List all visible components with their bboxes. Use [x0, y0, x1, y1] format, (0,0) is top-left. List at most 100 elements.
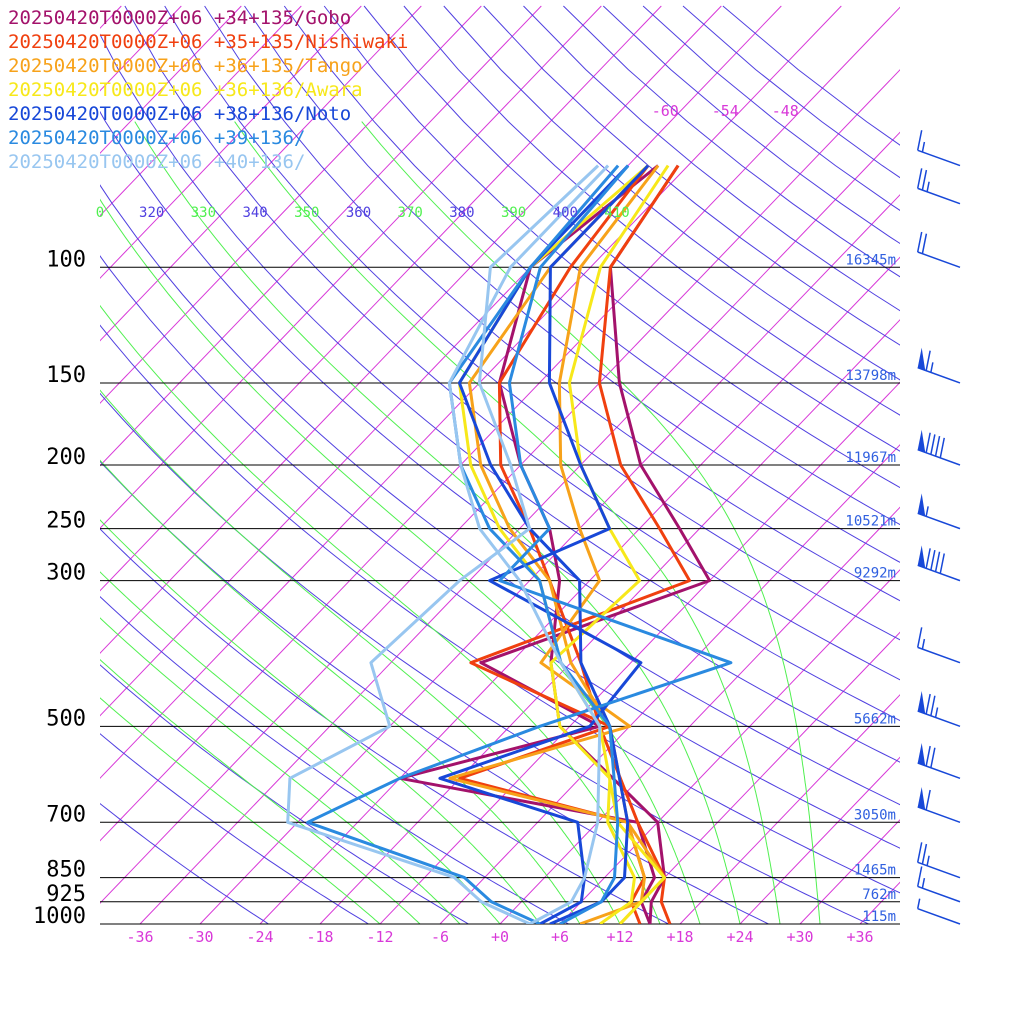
- wind-barb-full: [939, 553, 945, 574]
- wind-barb-full: [930, 549, 936, 571]
- pressure-label: 925: [46, 882, 86, 907]
- moist-adiabat-line: [100, 697, 381, 924]
- wind-barb-half: [934, 707, 939, 718]
- isotherm-line: [980, 6, 1024, 924]
- pressure-label: 850: [46, 858, 86, 883]
- isotherm-line: [100, 5, 422, 342]
- moist-adiabat-line: [100, 198, 701, 924]
- wind-barb-flag: [917, 786, 926, 810]
- height-label: 10521m: [845, 514, 896, 530]
- wind-barb-full: [921, 843, 928, 865]
- dewpoint-line: [398, 164, 712, 924]
- x-tick-label: -24: [246, 928, 273, 946]
- wind-barb: [916, 898, 961, 925]
- x-tick-label: -6: [431, 928, 449, 946]
- dry-adiabat-line: [403, 5, 900, 416]
- wind-barb-full: [939, 437, 945, 458]
- isotherm-line: [499, 506, 900, 924]
- moist-adiabat-line: [361, 121, 821, 924]
- wind-barb-full: [921, 233, 928, 254]
- upper-tick-label: -48: [772, 102, 799, 120]
- wind-barb-flag: [917, 347, 926, 371]
- wind-barb-staff: [917, 646, 961, 664]
- x-tick-label: +0: [491, 928, 509, 946]
- height-label: 115m: [862, 909, 896, 925]
- isobar-lines: [100, 266, 900, 925]
- theta-label: 400: [553, 205, 578, 221]
- wind-barb-full: [916, 168, 923, 189]
- isotherm-line: [100, 5, 362, 279]
- wind-barb: [917, 691, 961, 728]
- wind-barb-flag: [917, 691, 926, 714]
- legend-entry: 20250420T0000Z+06 +34+135/Gobo: [8, 7, 351, 29]
- theta-label: 320: [139, 205, 164, 221]
- dry-adiabat-line: [244, 5, 900, 563]
- x-tick-label: -12: [366, 928, 393, 946]
- theta-label: 390: [501, 205, 526, 221]
- dry-adiabat-line: [100, 184, 900, 806]
- height-label: 5662m: [854, 711, 896, 727]
- height-label: 762m: [862, 887, 896, 903]
- wind-barb: [916, 231, 961, 269]
- wind-barb: [917, 429, 961, 466]
- theta-label: 340: [242, 205, 267, 221]
- pressure-label: 100: [46, 247, 86, 272]
- dewpoint-line: [549, 164, 670, 924]
- isotherm-line: [739, 756, 900, 924]
- pressure-label: 1000: [33, 904, 86, 929]
- wind-barb-half: [925, 506, 929, 517]
- isotherm-line: [679, 694, 900, 924]
- wind-barb-staff: [917, 564, 961, 582]
- height-label: 9292m: [854, 566, 896, 582]
- sounding-profiles: [286, 164, 733, 924]
- isotherm-line: [0, 6, 1, 924]
- wind-barb-flag: [917, 545, 926, 569]
- isotherm-line: [920, 6, 1024, 924]
- x-tick-label: +12: [606, 928, 633, 946]
- dry-adiabat-line: [100, 664, 470, 924]
- theta-label: 370: [398, 205, 423, 221]
- pressure-label: 250: [46, 509, 86, 534]
- moist-adiabat-line: [100, 617, 461, 924]
- legend-entry: 20250420T0000Z+06 +35+135/Nishiwaki: [8, 31, 408, 53]
- temperature-line: [447, 164, 610, 924]
- wind-barb-flag: [917, 493, 926, 517]
- wind-barb-half: [921, 141, 926, 153]
- wind-barb: [916, 866, 961, 903]
- theta-label: 380: [449, 205, 474, 221]
- wind-barb-half: [926, 181, 930, 192]
- wind-barb-full: [934, 551, 941, 572]
- moist-adiabat-lines: [100, 121, 821, 924]
- wind-barb-staff: [917, 512, 961, 530]
- upper-tick-label: -54: [712, 102, 739, 120]
- wind-barb-full: [921, 169, 928, 191]
- wind-barb-full: [925, 548, 931, 569]
- pressure-label: 150: [46, 363, 86, 388]
- dry-adiabat-line: [100, 110, 900, 763]
- dry-adiabat-line: [100, 733, 370, 924]
- wind-barb-full: [925, 693, 931, 715]
- dry-adiabat-line: [682, 5, 900, 179]
- pressure-label: 700: [46, 802, 86, 827]
- wind-barbs: [916, 130, 961, 925]
- wind-barb-staff: [917, 448, 961, 466]
- isotherm-line: [559, 569, 900, 924]
- wind-barb-half: [930, 362, 934, 373]
- dry-adiabat-line: [164, 5, 900, 641]
- wind-barb-full: [916, 231, 923, 253]
- theta-label: 350: [294, 205, 319, 221]
- dry-adiabat-line: [100, 324, 900, 894]
- dry-adiabat-line: [100, 802, 270, 924]
- wind-barb-half: [921, 878, 926, 889]
- wind-barb-staff: [917, 806, 961, 823]
- moist-adiabat-line: [100, 658, 421, 924]
- x-tick-label: +6: [551, 928, 569, 946]
- wind-barb: [917, 545, 961, 582]
- dry-adiabat-line: [283, 5, 900, 526]
- wind-barb-full: [925, 350, 931, 371]
- wind-barb-staff: [917, 885, 961, 903]
- x-tick-label: -30: [186, 928, 213, 946]
- wind-barb: [916, 130, 961, 167]
- pressure-label: 500: [46, 706, 86, 731]
